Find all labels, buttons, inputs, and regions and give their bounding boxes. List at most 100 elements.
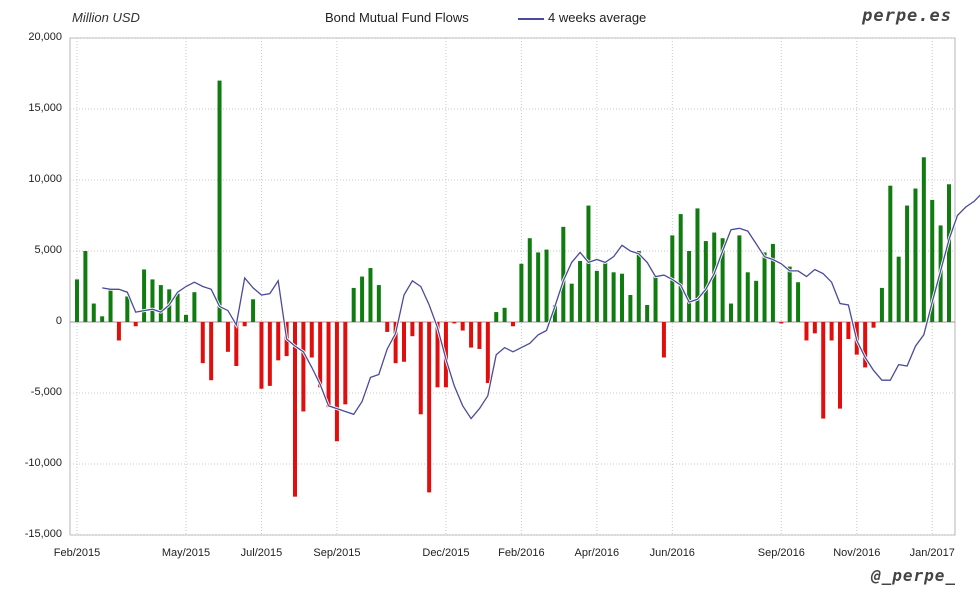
flow-bar — [184, 314, 188, 322]
flow-bar — [636, 251, 641, 322]
flow-bar — [762, 252, 767, 322]
flow-bar — [888, 185, 893, 322]
average-line — [102, 194, 980, 420]
flow-bar — [410, 322, 415, 337]
y-tick-label: 5,000 — [34, 244, 62, 256]
flow-bar — [569, 283, 574, 322]
flow-bar — [192, 292, 197, 322]
flow-bar — [653, 275, 658, 322]
flow-bar — [100, 316, 105, 322]
flow-bar — [293, 322, 297, 497]
y-tick-label: 20,000 — [28, 31, 62, 43]
flow-bar — [368, 268, 373, 322]
flow-bar — [678, 214, 683, 322]
flow-bar — [242, 322, 247, 327]
flow-bar — [108, 287, 113, 322]
flow-bar — [879, 287, 884, 322]
flow-bar — [695, 208, 700, 322]
flow-bar — [158, 285, 163, 322]
flow-bar — [594, 270, 599, 322]
flow-bar — [393, 322, 398, 364]
flow-bar — [511, 322, 515, 327]
flow-bar — [83, 251, 88, 322]
flow-bar — [75, 279, 79, 322]
y-tick-label: -5,000 — [30, 386, 62, 398]
flow-bar — [829, 322, 834, 341]
flow-bar — [200, 322, 205, 364]
flow-bar — [628, 295, 633, 322]
flow-bar — [536, 252, 541, 322]
plot-area — [69, 37, 956, 536]
flow-bar — [376, 285, 381, 322]
flow-bar — [209, 322, 214, 381]
flow-bar — [729, 303, 733, 322]
flow-bar — [812, 322, 817, 334]
y-tick-label: 0 — [55, 315, 62, 327]
flow-bar — [519, 263, 524, 322]
flow-bar — [125, 296, 130, 322]
flow-bar — [804, 322, 809, 341]
x-tick-label: Nov/2016 — [833, 547, 881, 559]
flow-bar — [276, 322, 281, 361]
flow-bar — [838, 322, 842, 409]
flow-bar — [779, 322, 784, 324]
flow-bar — [896, 256, 901, 322]
flow-bar — [603, 262, 608, 322]
flow-bar — [905, 205, 910, 322]
social-handle: @_perpe_ — [870, 566, 956, 585]
flow-bar — [452, 322, 457, 324]
flow-bar — [318, 322, 323, 388]
chart-title: Bond Mutual Fund Flows — [325, 10, 469, 25]
flow-bar — [142, 269, 147, 322]
average-line-group — [101, 193, 980, 422]
x-tick-label: Feb/2015 — [53, 547, 101, 559]
brand-watermark: perpe.es — [862, 6, 952, 26]
flow-bar — [502, 307, 507, 322]
flow-bar — [402, 322, 406, 362]
x-tick-label: May/2015 — [161, 547, 211, 559]
flow-bar — [351, 287, 356, 322]
flow-bar — [578, 260, 583, 322]
flow-bar — [116, 322, 121, 341]
flow-bar — [737, 235, 742, 322]
y-tick-label: -15,000 — [24, 528, 62, 540]
flow-bar — [620, 273, 624, 322]
flow-bar — [913, 188, 918, 322]
flow-bar — [343, 322, 348, 405]
legend-label: 4 weeks average — [548, 10, 647, 25]
flow-bar — [309, 322, 314, 358]
x-tick-label: Jul/2015 — [240, 547, 283, 559]
flow-bar — [770, 243, 775, 322]
flow-bar — [334, 322, 339, 442]
flow-bar — [267, 322, 272, 386]
flow-bar — [427, 322, 432, 493]
flow-bar — [846, 322, 851, 340]
flow-bar — [326, 322, 331, 408]
flow-bar — [645, 304, 650, 322]
flow-bar — [796, 282, 801, 322]
flow-bar — [561, 226, 566, 322]
flow-bar — [787, 266, 792, 322]
flow-bar — [544, 249, 549, 322]
y-axis-unit-label: Million USD — [72, 10, 140, 25]
flow-bar — [301, 322, 306, 412]
flow-bar — [871, 322, 876, 328]
y-tick-label: 10,000 — [28, 173, 62, 185]
x-tick-label: Sep/2015 — [313, 547, 361, 559]
x-tick-label: Sep/2016 — [757, 547, 805, 559]
flow-bar — [754, 280, 759, 322]
bar-series — [75, 80, 951, 497]
x-tick-label: Dec/2015 — [422, 547, 470, 559]
flow-bar — [217, 80, 222, 322]
flow-bar — [930, 199, 935, 322]
flow-bar — [552, 304, 557, 322]
flow-bar — [720, 238, 725, 322]
flow-bar — [435, 322, 440, 388]
flow-bar — [485, 322, 490, 384]
y-tick-label: -10,000 — [24, 457, 62, 469]
flow-bar — [175, 293, 180, 322]
flow-bar — [947, 184, 951, 322]
x-tick-label: Apr/2016 — [574, 547, 620, 559]
flow-bar — [234, 322, 239, 367]
